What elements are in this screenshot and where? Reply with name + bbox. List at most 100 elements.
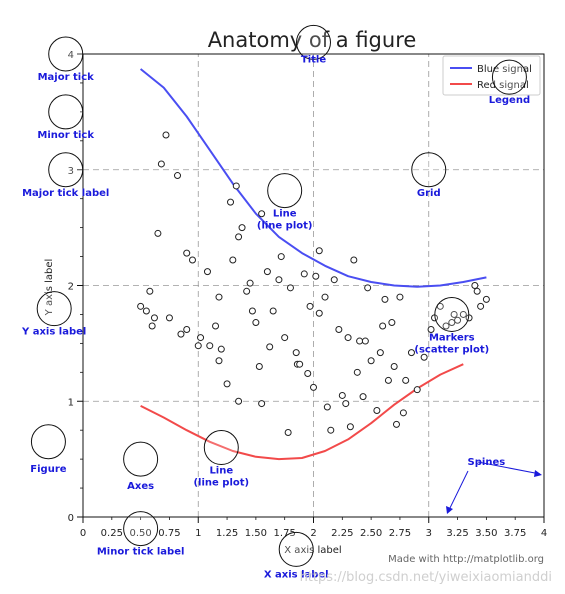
scatter-point <box>223 380 231 388</box>
scatter-point <box>304 369 312 377</box>
scatter-point <box>330 276 338 284</box>
annotation-label: Axes <box>127 481 154 492</box>
annotation-circle <box>491 59 527 95</box>
annotation-circle <box>434 296 470 332</box>
scatter-point <box>177 330 185 338</box>
scatter-point <box>197 334 205 342</box>
annotation-circle <box>296 24 331 60</box>
scatter-point <box>232 182 240 190</box>
scatter-point <box>252 319 260 327</box>
scatter-point <box>277 253 285 261</box>
x-minor-tick-label: 0.50 <box>129 528 151 539</box>
scatter-point <box>215 357 223 365</box>
annotation-label: (line plot) <box>193 478 249 489</box>
annotation-label: Title <box>301 54 326 65</box>
annotation-circle <box>411 152 447 188</box>
y-major-tick-label: 2 <box>68 282 74 293</box>
annotation-label: Legend <box>489 95 530 106</box>
annotation-label: Major tick <box>38 72 95 83</box>
scatter-point <box>188 256 196 264</box>
x-major-tick-label: 2 <box>310 528 316 539</box>
scatter-point <box>384 376 392 384</box>
scatter-point <box>227 198 235 206</box>
scatter-point <box>450 310 458 318</box>
x-minor-tick-label: 3.75 <box>504 528 526 539</box>
scatter-point <box>148 322 156 330</box>
scatter-point <box>315 247 323 255</box>
scatter-point <box>238 224 246 232</box>
scatter-point <box>258 210 266 218</box>
scatter-markers <box>137 131 490 437</box>
scatter-point <box>442 322 450 330</box>
scatter-point <box>364 284 372 292</box>
scatter-point <box>346 423 354 431</box>
annotation-label: (line plot) <box>257 221 313 232</box>
scatter-point <box>312 272 320 280</box>
y-major-tick-label: 3 <box>68 166 74 177</box>
scatter-point <box>217 345 225 353</box>
y-major-tick-label: 0 <box>68 513 74 524</box>
scatter-point <box>427 325 435 333</box>
scatter-point <box>203 268 211 276</box>
legend-entry-red: Red signal <box>477 80 529 91</box>
scatter-point <box>258 400 266 408</box>
annotation-label: Grid <box>417 188 441 199</box>
scatter-point <box>344 334 352 342</box>
annotation-label: Spines <box>468 457 506 468</box>
scatter-point <box>356 337 364 345</box>
scatter-point <box>399 409 407 417</box>
spines-arrow-right <box>477 461 541 475</box>
scatter-point <box>323 403 331 411</box>
annotation-label: (scatter plot) <box>414 344 489 355</box>
x-minor-tick-label: 2.75 <box>389 528 411 539</box>
scatter-point <box>183 249 191 257</box>
scatter-point <box>248 307 256 315</box>
x-minor-tick-label: 1.75 <box>274 528 296 539</box>
scatter-point <box>359 393 367 401</box>
x-minor-tick-label: 0.25 <box>101 528 123 539</box>
scatter-point <box>407 349 415 357</box>
series-line-blue-signal <box>139 68 487 288</box>
x-major-tick-label: 3 <box>426 528 432 539</box>
chart-title: Anatomy of a figure <box>208 28 417 52</box>
annotation-circle <box>123 511 159 547</box>
scatter-point <box>281 334 289 342</box>
scatter-point <box>246 279 254 287</box>
x-major-tick-label: 0 <box>80 528 86 539</box>
scatter-point <box>448 319 456 327</box>
annotation-circle <box>267 173 303 209</box>
y-major-tick-label: 4 <box>68 50 74 61</box>
annotation-circle <box>48 36 84 72</box>
legend: Blue signal Red signal <box>442 55 541 96</box>
scatter-point <box>142 307 150 315</box>
annotation-label: Y axis label <box>21 327 86 338</box>
x-minor-tick-label: 3.25 <box>446 528 468 539</box>
annotation-label: Line <box>209 466 233 477</box>
scatter-point <box>413 386 421 394</box>
spines-arrow-down <box>448 470 469 511</box>
scatter-point <box>235 397 243 405</box>
scatter-point <box>183 325 191 333</box>
scatter-point <box>255 363 263 371</box>
annotation-label: Markers <box>429 332 475 343</box>
annotation-circle <box>36 291 72 327</box>
scatter-point <box>367 357 375 365</box>
scatter-point <box>269 307 277 315</box>
scatter-point <box>454 316 462 324</box>
scatter-point <box>388 319 396 327</box>
scatter-point <box>263 268 271 276</box>
scatter-point <box>243 287 251 295</box>
scatter-point <box>477 302 485 310</box>
annotation-label: Major tick label <box>22 188 109 199</box>
legend-entry-blue: Blue signal <box>477 64 532 75</box>
scatter-point <box>266 343 274 351</box>
scatter-point <box>150 314 158 322</box>
annotation-circle <box>123 441 159 477</box>
scatter-point <box>137 302 145 310</box>
scatter-point <box>342 400 350 408</box>
scatter-point <box>338 391 346 399</box>
tick-labels: 0 1 2 3 4 0.25 0.50 0.75 1.25 1.50 1.75 2.25 2.50 2.7… <box>68 50 548 539</box>
scatter-point <box>376 349 384 357</box>
